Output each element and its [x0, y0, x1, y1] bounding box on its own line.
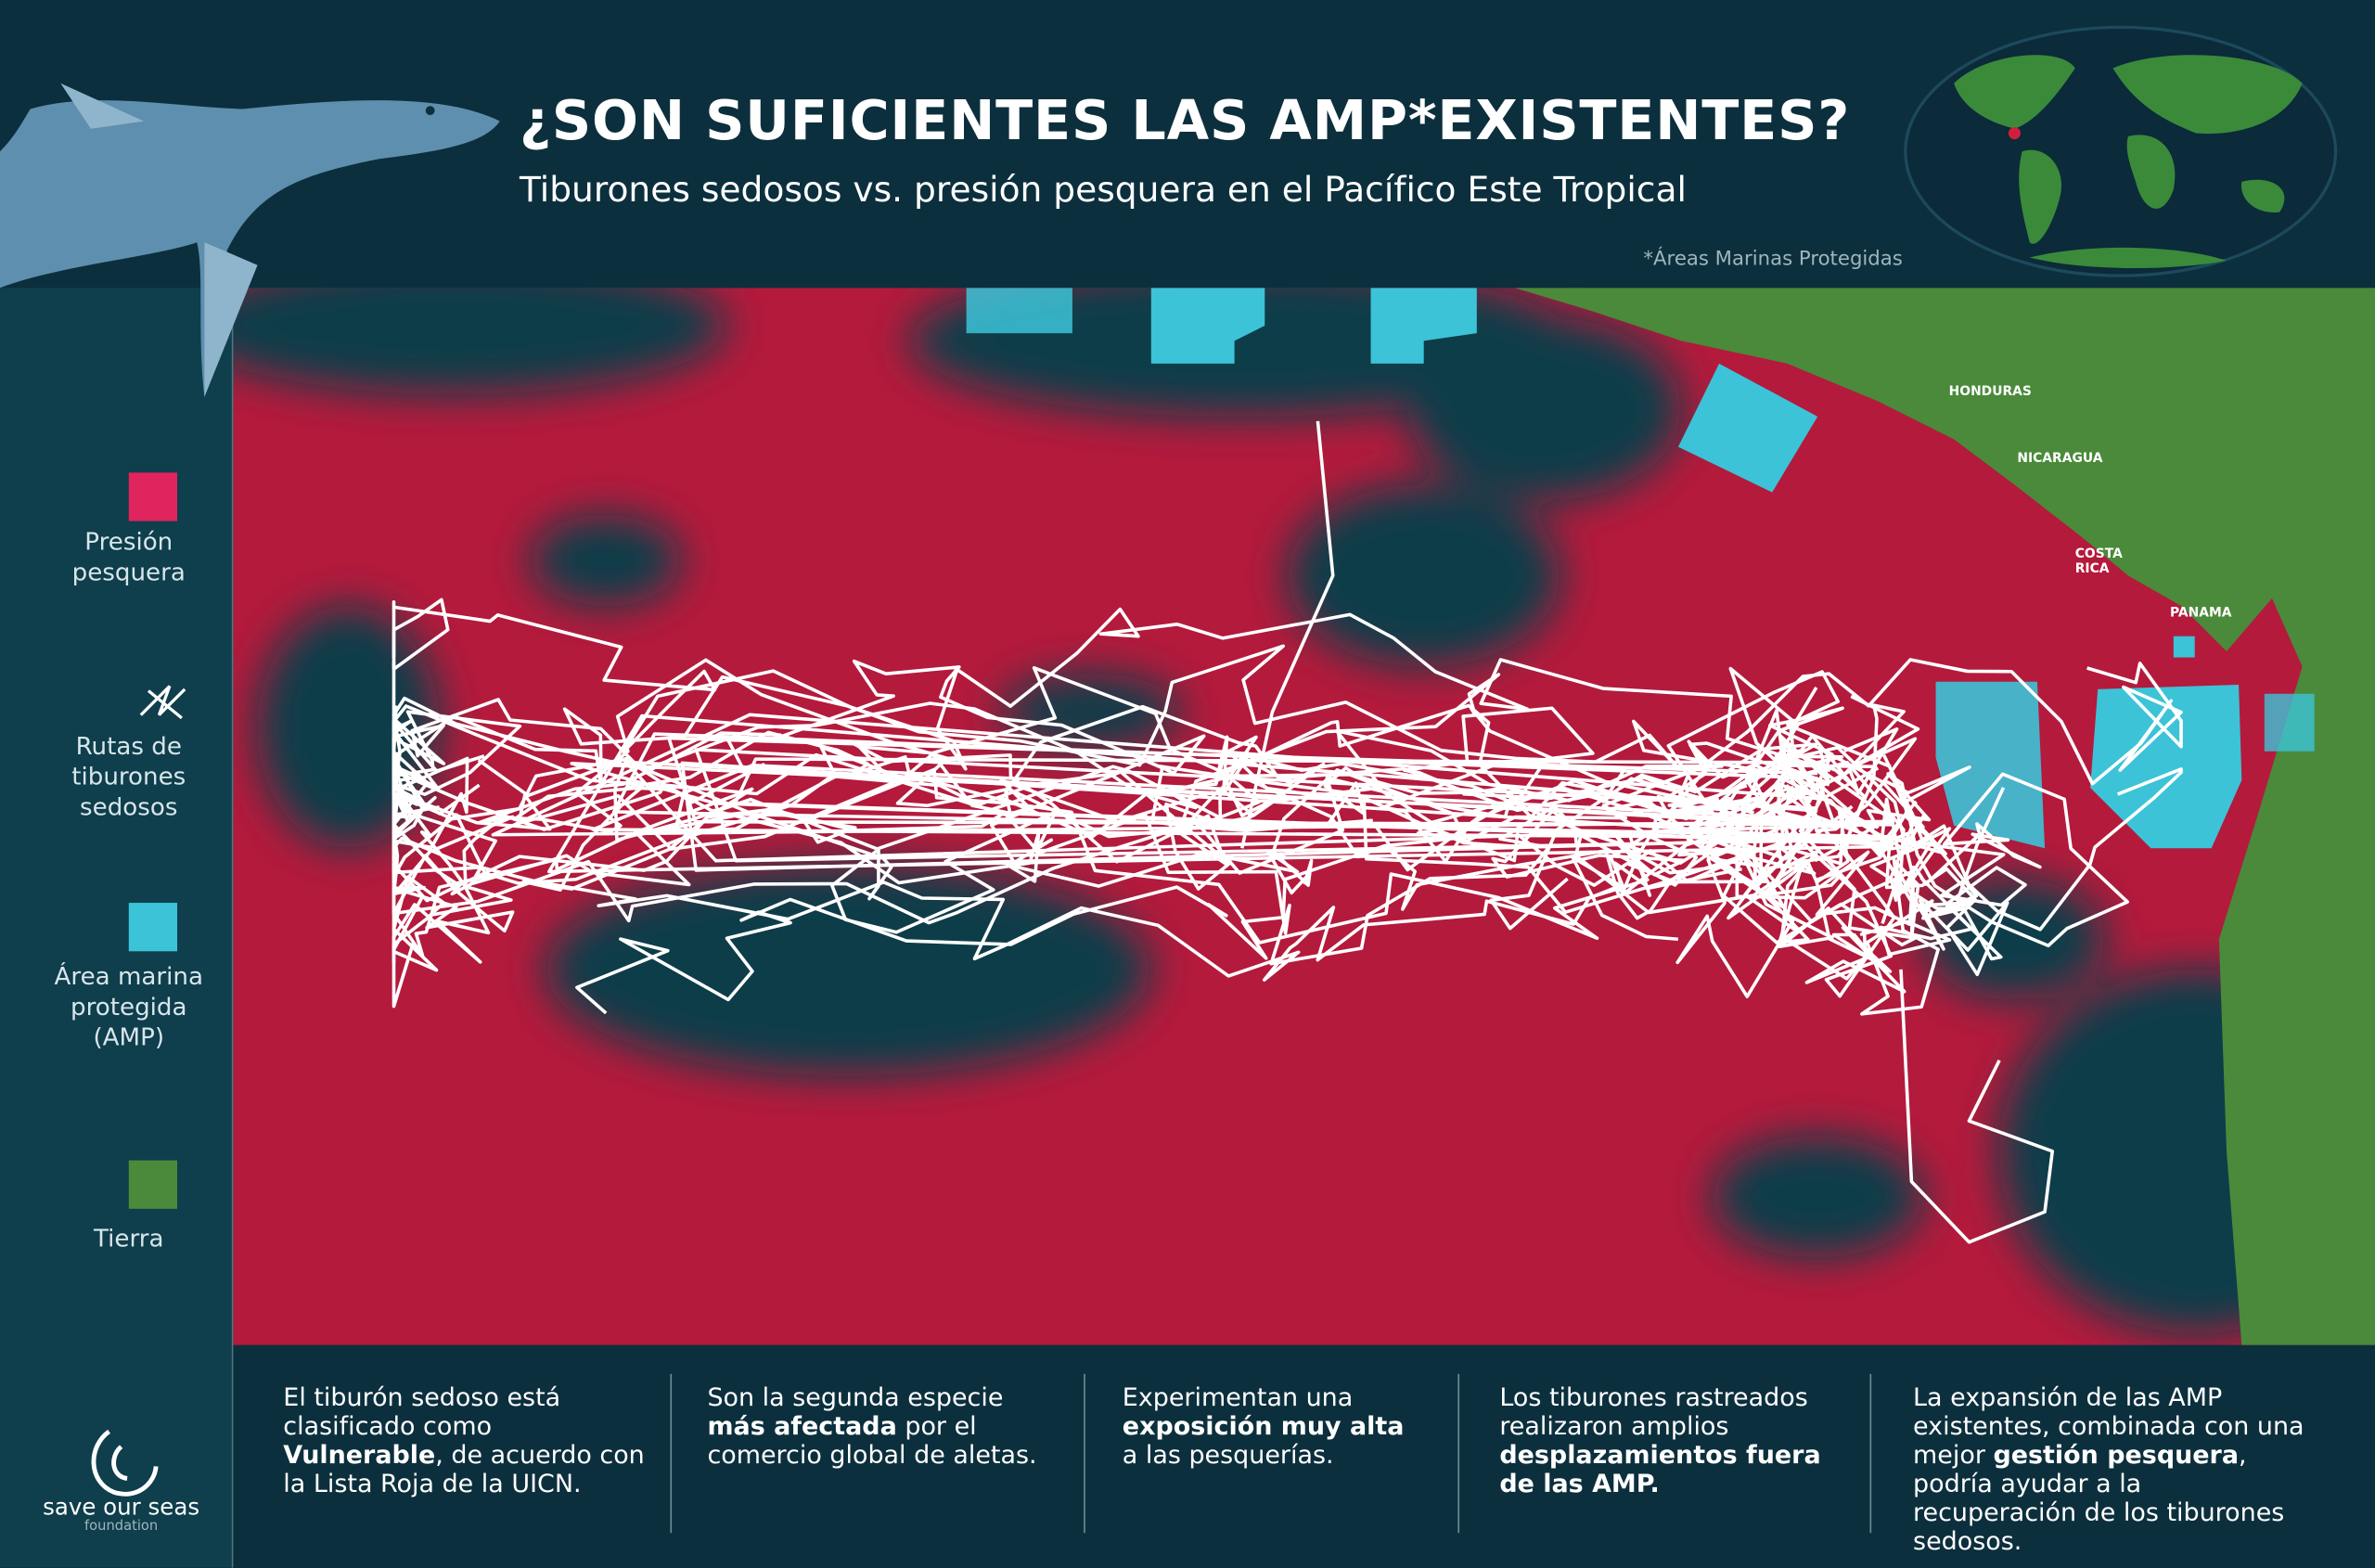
legend-label: Presión pesquera [71, 527, 186, 586]
fact: La expansión de las AMP existentes, comb… [1913, 1383, 2306, 1556]
shark-track [1866, 772, 2130, 948]
fact-text: , podría ayudar a la recuperación de los… [1913, 1440, 2285, 1556]
fact-text: por el comercio global de aletas. [707, 1411, 1037, 1470]
country-label: PANAMA [2169, 606, 2232, 622]
shark-track [623, 760, 1894, 863]
subtitle: Tiburones sedosos vs. presión pesquera e… [519, 171, 1687, 211]
shark-tracks [392, 420, 2183, 1244]
shark-track [392, 763, 1811, 903]
shark-track [491, 713, 1894, 837]
fact-text: exposición muy alta [1122, 1411, 1405, 1441]
footer-bg [233, 1344, 2375, 1568]
shark-eye [425, 106, 435, 116]
shark-track [591, 764, 1894, 840]
shark-fins [60, 83, 258, 397]
fact: Son la segunda especie más afectada por … [707, 1383, 1056, 1470]
shark-track [514, 781, 1813, 966]
fact: Experimentan una exposición muy alta a l… [1123, 1383, 1426, 1470]
shark-track [680, 761, 1894, 872]
legend-label: Área marina protegida (AMP) [54, 961, 203, 1052]
fact-text: Son la segunda especie [707, 1382, 1004, 1412]
shark-track [392, 698, 1880, 901]
fact-text: , de acuerdo con la Lista Roja de la UIC… [283, 1440, 645, 1498]
protected-areas [966, 288, 2315, 849]
shark-track [392, 704, 1856, 915]
shark-illustration [0, 100, 500, 397]
study-area-marker [2008, 127, 2021, 140]
country-label: COSTA RICA [2074, 546, 2123, 578]
shark-track [1240, 420, 1335, 849]
map [233, 288, 2375, 1345]
legend-swatch-land [128, 1160, 178, 1209]
title: ¿SON SUFICIENTES LAS AMP*EXISTENTES? [519, 90, 1851, 153]
footnote: *Áreas Marinas Protegidas [1643, 248, 1903, 272]
fact-text: Experimentan una [1122, 1382, 1354, 1412]
logo-mark [91, 1429, 159, 1497]
fact: El tiburón sedoso está clasificado como … [283, 1383, 654, 1498]
divider-lines [670, 1373, 1872, 1534]
legend-label: Rutas de tiburones sedosos [71, 731, 186, 821]
shark-track [733, 757, 1894, 846]
shark-track [1763, 786, 2009, 977]
sidebar-bg [0, 288, 232, 1568]
fact-text: El tiburón sedoso está clasificado como [283, 1382, 561, 1441]
legend-label: Tierra [94, 1224, 164, 1253]
fact-text: Los tiburones rastreados realizaron ampl… [1499, 1382, 1808, 1441]
land [1514, 288, 2375, 1345]
shark-track [575, 800, 1926, 1015]
logo-name: save our seas [43, 1493, 200, 1522]
shark-track [392, 836, 1742, 982]
legend-swatch-pressure [128, 472, 178, 521]
world-continents [1954, 55, 2303, 268]
fact-text: Vulnerable [283, 1440, 436, 1470]
fact-text: desplazamientos fuera de las AMP. [1499, 1440, 1821, 1498]
fact-text: gestión pesquera [1993, 1440, 2240, 1470]
legend-swatch-mpa [128, 903, 178, 952]
fact: Los tiburones rastreados realizaron ampl… [1499, 1383, 1848, 1498]
shark-track [1687, 658, 2183, 786]
fact-text: La expansión de las AMP existentes, comb… [1913, 1382, 2304, 1470]
country-label: NICARAGUA [2017, 451, 2103, 467]
fact-text: a las pesquerías. [1122, 1440, 1334, 1470]
logo-tagline: foundation [83, 1519, 159, 1535]
world-inset [1904, 25, 2338, 277]
legend-track-icon [139, 685, 186, 720]
country-label: HONDURAS [1948, 384, 2032, 401]
shark-track [547, 713, 1894, 874]
shark-track [1775, 782, 2027, 961]
fact-text: más afectada [707, 1411, 897, 1441]
shark-track [1899, 969, 2055, 1244]
shark-track [392, 658, 1764, 972]
